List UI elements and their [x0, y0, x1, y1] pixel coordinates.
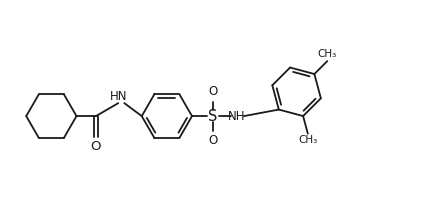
Text: HN: HN	[109, 90, 127, 103]
Text: S: S	[208, 109, 217, 124]
Text: O: O	[90, 140, 101, 153]
Text: NH: NH	[227, 110, 245, 123]
Text: CH₃: CH₃	[297, 135, 317, 145]
Text: CH₃: CH₃	[317, 49, 336, 59]
Text: O: O	[208, 85, 217, 98]
Text: O: O	[208, 134, 217, 147]
